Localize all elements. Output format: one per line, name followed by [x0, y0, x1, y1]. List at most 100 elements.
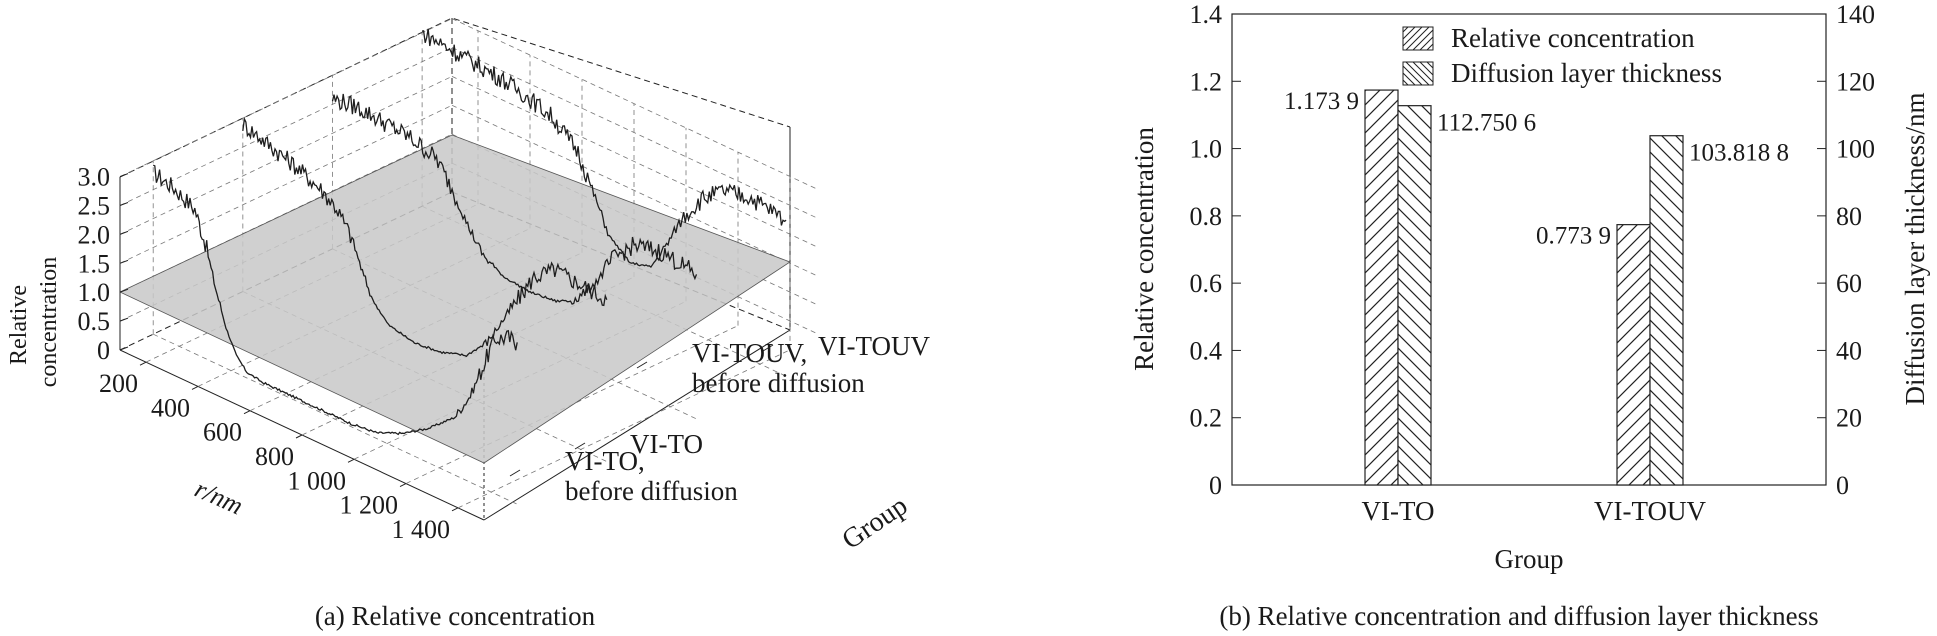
y-right-tick-label: 40 — [1836, 336, 1862, 365]
legend-swatch-diffusion-layer-thickness — [1402, 61, 1434, 86]
x-category-label: VI-TOUV — [1594, 496, 1706, 526]
z-tick-label: 1.5 — [78, 249, 111, 278]
series-line-3 — [331, 93, 698, 305]
bar-value-labels: 1.173 9 112.750 6 0.773 9 103.818 8 — [1284, 88, 1789, 250]
x-tick — [399, 483, 407, 488]
series-line-1 — [152, 164, 518, 436]
group-label: VI-TO, before diffusion — [565, 446, 738, 506]
y-left-tick-label: 0.2 — [1190, 404, 1223, 433]
grid-line — [119, 18, 453, 177]
y-left-tick-label: 0.8 — [1190, 202, 1223, 231]
group-label: VI-TO — [630, 429, 703, 459]
z-axis-ticks: 3.02.52.01.51.00.50 — [78, 163, 129, 365]
x-tick-label: 1 000 — [288, 466, 347, 495]
bar-relative-concentration — [1616, 224, 1651, 486]
x-tick — [347, 458, 355, 463]
z-tick — [119, 202, 129, 206]
group-label-line: VI-TO, — [565, 446, 645, 476]
z-tick — [119, 346, 129, 351]
x-axis-label-b: Group — [1495, 544, 1564, 574]
group-label-line: VI-TO — [630, 429, 703, 459]
y-left-tick-label: 1.4 — [1190, 0, 1223, 29]
grid-line — [119, 47, 453, 206]
group-tick — [574, 442, 586, 450]
y-right-label: Diffusion layer thickness/nm — [1900, 93, 1930, 406]
legend: Relative concentration Diffusion layer t… — [1402, 23, 1722, 88]
bar-relative-concentration — [1364, 89, 1399, 486]
grid-line — [451, 76, 817, 247]
bar-value-label: 103.818 8 — [1689, 140, 1789, 167]
reference-plane — [119, 134, 791, 464]
panel-b: 0 0.2 0.4 0.6 0.8 1.0 1.2 1.4 0 20 40 60 80 100 120 14… — [1129, 0, 1930, 631]
series-line-2 — [242, 116, 608, 358]
grid-line — [153, 333, 518, 505]
x-tick-label: 1 400 — [392, 515, 451, 544]
bar-diffusion-layer-thickness — [1649, 135, 1684, 486]
bars — [1364, 89, 1684, 486]
z-axis-label-line1: Relative — [6, 285, 32, 365]
y-left-tick-label: 1.2 — [1190, 67, 1223, 96]
group-label-line: VI-TOUV, — [692, 338, 807, 368]
legend-swatch-relative-concentration — [1402, 26, 1434, 51]
z-tick — [119, 259, 129, 264]
group-label-line: before diffusion — [565, 476, 738, 506]
y-left-tick-label: 1.0 — [1190, 135, 1223, 164]
y-right-ticks: 0 20 40 60 80 100 120 140 — [1817, 0, 1875, 500]
y-right-tick-label: 0 — [1836, 471, 1849, 500]
y-right-tick-label: 120 — [1836, 67, 1875, 96]
z-tick-label: 1.0 — [78, 278, 111, 307]
x-tick-label: 600 — [203, 418, 242, 447]
x-tick — [139, 361, 147, 366]
y-axis-label: Group — [837, 490, 914, 556]
y-right-tick-label: 80 — [1836, 202, 1862, 231]
z-axis-label-line2: concentration — [36, 257, 62, 388]
plot-frame — [1231, 13, 1827, 486]
x-categories: VI-TO VI-TOUV — [1362, 476, 1706, 526]
y-right-tick-label: 100 — [1836, 135, 1875, 164]
y-right-tick-label: 20 — [1836, 404, 1862, 433]
group-label: VI-TOUV, before diffusion — [692, 338, 865, 398]
z-tick-label: 0.5 — [78, 307, 111, 336]
z-tick-label: 2.5 — [78, 192, 111, 221]
group-label-line: VI-TOUV — [818, 331, 930, 361]
x-tick-label: 200 — [99, 369, 138, 398]
y-left-label: Relative concentration — [1129, 127, 1159, 371]
x-tick-label: 400 — [151, 393, 190, 422]
y-left-tick-label: 0.6 — [1190, 269, 1223, 298]
bar-value-label: 112.750 6 — [1437, 110, 1536, 137]
group-label-line: before diffusion — [692, 368, 865, 398]
panel-a: 3.02.52.01.51.00.50 Relative concentrati… — [6, 17, 930, 631]
series-line-4 — [422, 28, 787, 269]
caption-a: (a) Relative concentration — [315, 601, 596, 631]
legend-label-diffusion-layer-thickness: Diffusion layer thickness — [1451, 58, 1722, 88]
x-axis-label: r/nm — [191, 474, 248, 520]
legend-label-relative-concentration: Relative concentration — [1451, 23, 1695, 53]
group-tick — [509, 469, 521, 477]
y-left-tick-label: 0.4 — [1190, 336, 1223, 365]
x-tick — [451, 507, 459, 512]
y-right-tick-label: 60 — [1836, 269, 1862, 298]
caption-b: (b) Relative concentration and diffusion… — [1219, 601, 1818, 631]
x-tick — [295, 434, 303, 439]
x-tick — [191, 385, 199, 390]
bar-value-label: 0.773 9 — [1536, 223, 1611, 250]
y-right-tick-label: 140 — [1836, 0, 1875, 29]
z-tick-label: 2.0 — [78, 220, 111, 249]
y-left-ticks: 0 0.2 0.4 0.6 0.8 1.0 1.2 1.4 — [1190, 0, 1241, 500]
z-tick — [119, 230, 129, 235]
z-axis-label: Relative concentration — [6, 257, 62, 388]
grid-line — [451, 104, 817, 276]
x-tick — [243, 410, 251, 415]
x-tick-label: 1 200 — [340, 491, 399, 520]
y-left-tick-label: 0 — [1209, 471, 1222, 500]
group-tick — [636, 361, 648, 369]
bar-diffusion-layer-thickness — [1397, 105, 1432, 486]
z-tick — [119, 317, 129, 322]
x-category-label: VI-TO — [1362, 496, 1435, 526]
x-tick-label: 800 — [255, 442, 294, 471]
bar-value-label: 1.173 9 — [1284, 88, 1359, 115]
group-label: VI-TOUV — [818, 331, 930, 361]
